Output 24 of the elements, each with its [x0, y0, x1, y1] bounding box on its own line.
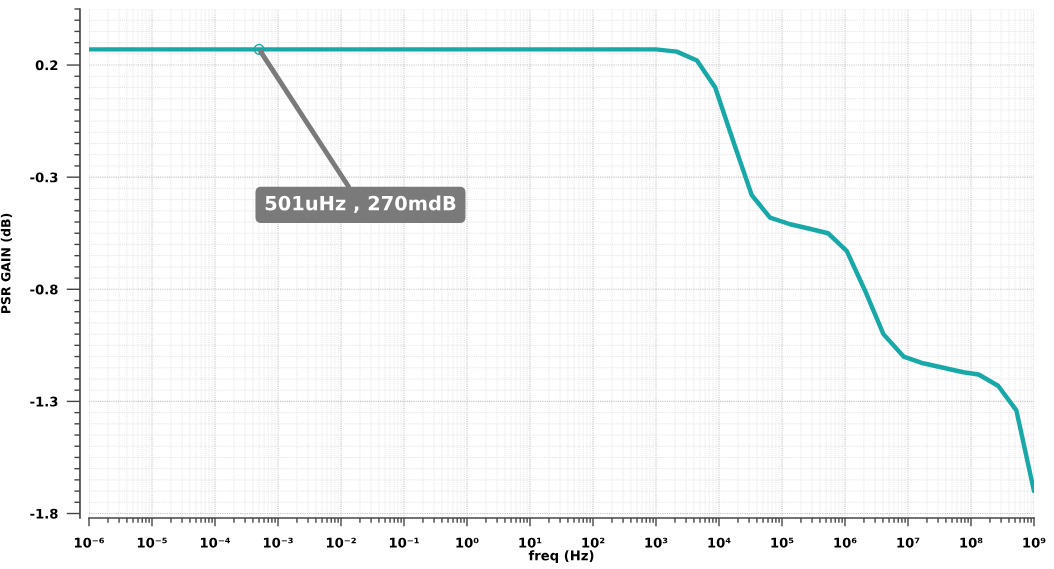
x-tick-label: 10⁶ [834, 537, 857, 548]
x-axis-title: freq (Hz) [528, 550, 594, 563]
x-tick-label: 10⁻¹ [389, 537, 419, 548]
x-tick-label: 10⁴ [708, 537, 731, 548]
x-tick-label: 10⁻⁴ [200, 537, 231, 548]
x-tick-label: 10⁸ [960, 537, 983, 548]
x-tick-label: 10⁻³ [263, 537, 293, 548]
x-tick-label: 10³ [645, 537, 668, 548]
x-tick-label: 10⁻⁶ [74, 537, 104, 548]
annotation: 501uHz , 270mdB [265, 195, 456, 214]
x-tick-label: 10² [582, 537, 605, 548]
y-tick-label: -0.8 [30, 284, 58, 295]
y-tick-label: -1.3 [30, 396, 58, 407]
y-tick-label: 0.2 [35, 60, 58, 71]
y-tick-label: -1.8 [30, 508, 58, 519]
x-tick-label: 10⁰ [456, 537, 479, 548]
x-tick-label: 10⁻² [326, 537, 356, 548]
x-tick-label: 10⁵ [771, 537, 794, 548]
y-axis-title: PSR GAIN (dB) [0, 213, 12, 314]
x-tick-label: 10⁻⁵ [137, 537, 167, 548]
x-tick-label: 10⁷ [897, 537, 920, 548]
x-tick-label: 10⁹ [1023, 537, 1046, 548]
y-tick-label: -0.3 [30, 172, 58, 183]
x-tick-label: 10¹ [519, 537, 542, 548]
